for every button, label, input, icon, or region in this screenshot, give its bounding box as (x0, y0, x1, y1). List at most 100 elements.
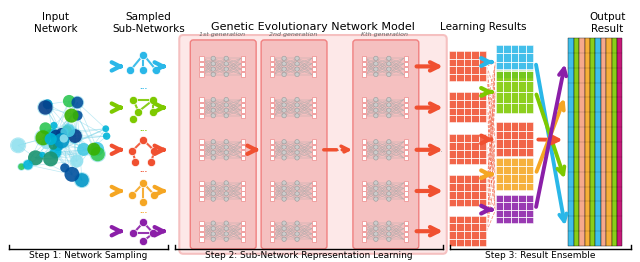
Bar (312, 56, 316, 61)
Circle shape (224, 140, 228, 144)
Circle shape (211, 192, 216, 196)
Bar (362, 150, 366, 155)
Point (60, 130, 70, 134)
Circle shape (211, 108, 216, 112)
Circle shape (282, 197, 286, 201)
Circle shape (282, 97, 286, 102)
Circle shape (374, 97, 378, 102)
Bar (270, 150, 275, 155)
Point (127, 149, 138, 153)
Text: Genetic Evolutionary Network Model: Genetic Evolutionary Network Model (211, 22, 415, 32)
Circle shape (295, 145, 300, 149)
FancyBboxPatch shape (179, 35, 447, 254)
Circle shape (282, 221, 286, 225)
Bar (270, 156, 275, 160)
Point (38, 136, 48, 140)
Circle shape (295, 140, 300, 144)
Text: ...: ... (140, 126, 147, 132)
Point (127, 193, 138, 197)
Bar (362, 181, 366, 185)
Bar (312, 226, 316, 231)
Circle shape (211, 150, 216, 155)
Text: ...: ... (140, 208, 147, 214)
Point (37, 153, 47, 157)
Point (42, 102, 52, 106)
Bar (495, 195, 534, 224)
Point (138, 53, 148, 57)
Bar (362, 139, 366, 144)
Bar (404, 72, 408, 77)
Circle shape (282, 103, 286, 107)
Bar (312, 97, 316, 102)
Circle shape (295, 113, 300, 118)
Circle shape (282, 72, 286, 77)
Point (148, 231, 159, 235)
Circle shape (374, 140, 378, 144)
Text: ...: ... (218, 145, 226, 154)
Bar (312, 232, 316, 236)
Bar (270, 67, 275, 71)
Bar (241, 72, 245, 77)
Point (23, 163, 33, 167)
Bar (241, 192, 245, 196)
Circle shape (295, 192, 300, 196)
Point (138, 239, 148, 243)
Bar (362, 197, 366, 201)
Point (148, 110, 159, 114)
Circle shape (211, 221, 216, 225)
Circle shape (387, 97, 391, 102)
Point (16, 165, 26, 169)
Circle shape (224, 237, 228, 242)
Circle shape (211, 62, 216, 66)
Circle shape (374, 197, 378, 201)
Bar (199, 145, 204, 149)
Bar (404, 150, 408, 155)
Bar (579, 38, 584, 246)
Bar (312, 221, 316, 225)
Circle shape (295, 232, 300, 236)
Point (47, 134, 58, 138)
Circle shape (211, 156, 216, 160)
Circle shape (387, 103, 391, 107)
Bar (241, 221, 245, 225)
Circle shape (224, 156, 228, 160)
Circle shape (211, 113, 216, 118)
Circle shape (295, 72, 300, 77)
Bar (601, 38, 606, 246)
Bar (199, 150, 204, 155)
Bar (362, 237, 366, 242)
Text: ...: ... (335, 143, 344, 153)
Bar (362, 186, 366, 190)
Bar (362, 72, 366, 77)
Point (89, 147, 99, 151)
Circle shape (374, 108, 378, 112)
Point (13, 143, 23, 148)
Circle shape (374, 181, 378, 185)
Circle shape (387, 181, 391, 185)
Bar (270, 62, 275, 66)
Bar (362, 62, 366, 66)
Bar (595, 38, 601, 246)
Circle shape (374, 186, 378, 190)
Point (67, 113, 77, 118)
Bar (241, 237, 245, 242)
Text: ...: ... (381, 145, 388, 154)
Point (138, 220, 148, 225)
Circle shape (282, 186, 286, 190)
Circle shape (387, 140, 391, 144)
Point (31, 156, 41, 160)
Circle shape (224, 56, 228, 61)
Bar (312, 62, 316, 66)
Circle shape (387, 237, 391, 242)
Bar (617, 38, 622, 246)
Circle shape (224, 181, 228, 185)
Circle shape (282, 226, 286, 231)
Circle shape (295, 181, 300, 185)
Bar (241, 186, 245, 190)
Circle shape (211, 181, 216, 185)
Circle shape (387, 62, 391, 66)
Bar (404, 97, 408, 102)
Bar (404, 108, 408, 112)
Bar (362, 232, 366, 236)
Bar (241, 197, 245, 201)
